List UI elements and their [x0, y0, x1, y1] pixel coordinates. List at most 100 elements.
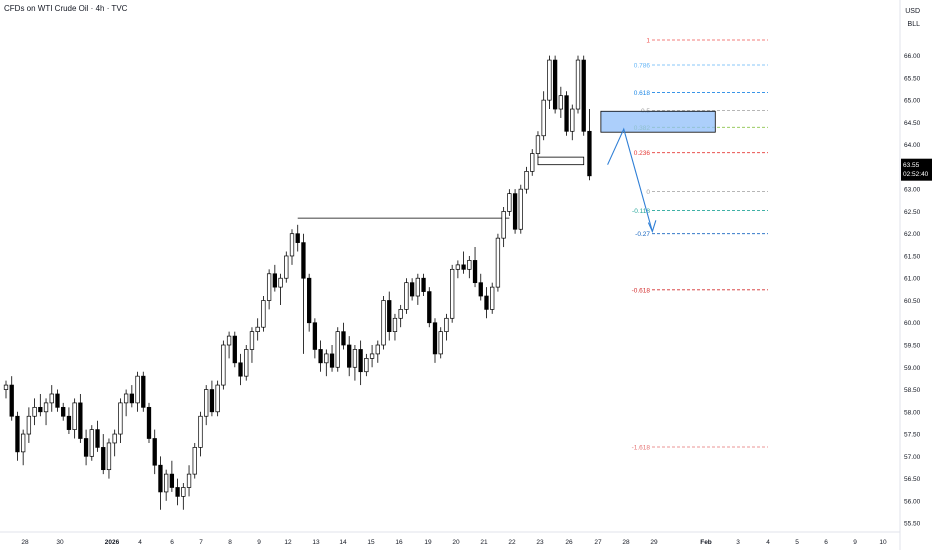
projection-arrow	[607, 127, 653, 232]
candle-body	[341, 331, 346, 346]
candle-body	[215, 384, 220, 413]
candle-body	[438, 331, 443, 355]
x-tick-label: 13	[312, 539, 320, 546]
fib-label: -0.27	[635, 231, 650, 238]
x-tick-label: 30	[56, 539, 64, 546]
y-tick-label: 55.50	[904, 521, 921, 528]
candle-body	[512, 193, 518, 230]
fib-label: 0.786	[634, 62, 651, 69]
y-tick-label: 57.00	[904, 454, 921, 461]
drawing-overlays	[297, 110, 716, 234]
x-tick-label: 19	[424, 539, 432, 546]
candle-body	[461, 264, 466, 270]
candle-body	[364, 358, 369, 373]
candle-body	[278, 277, 283, 288]
candle-body	[472, 260, 478, 284]
candle-body	[421, 277, 426, 292]
candle-body	[164, 473, 169, 493]
x-tick-label: 22	[508, 539, 516, 546]
candle-body	[467, 260, 472, 270]
candle-body	[301, 242, 306, 279]
candle-body	[369, 353, 375, 359]
candle-body	[192, 447, 197, 475]
x-tick-label: 5	[795, 539, 799, 546]
y-tick-label: 66.00	[904, 53, 921, 60]
candle-body	[169, 473, 175, 488]
candle-body	[392, 317, 398, 333]
fib-label: -0.118	[632, 208, 650, 215]
candle-body	[444, 317, 449, 333]
fib-label: 0	[646, 189, 650, 196]
x-tick-label: 9	[257, 539, 261, 546]
candle-body	[232, 335, 237, 364]
candle-body	[312, 322, 318, 350]
candle-body	[175, 487, 180, 497]
candle-body	[478, 282, 483, 297]
candle-body	[324, 353, 329, 364]
candle-body	[518, 188, 523, 230]
x-tick-label: 29	[650, 539, 658, 546]
x-tick-label: 12	[284, 539, 292, 546]
candle-body	[381, 300, 386, 346]
candles	[3, 55, 592, 510]
candle-body	[15, 415, 20, 453]
fib-label: 0.236	[634, 150, 651, 157]
candle-body	[404, 282, 409, 310]
candle-body	[38, 406, 43, 413]
candle-body	[587, 130, 592, 177]
candle-body	[129, 393, 134, 404]
candle-body	[32, 406, 37, 417]
y-axis: 55.50 56.00 56.50 57.00 57.50 58.00 58.50 59.00…	[899, 0, 921, 550]
candle-body	[581, 59, 586, 132]
candle-body	[78, 402, 83, 439]
candle-body	[289, 233, 295, 257]
x-tick-label: 21	[480, 539, 488, 546]
x-tick-label: 16	[395, 539, 403, 546]
candle-body	[141, 375, 146, 408]
fib-label: -0.618	[632, 287, 651, 294]
candle-body	[484, 295, 489, 310]
candle-body	[95, 429, 100, 448]
y-tick-label: 56.00	[904, 498, 921, 505]
bar-countdown: 02:52:40	[903, 171, 929, 178]
fib-label: -1.618	[632, 444, 651, 451]
y-tick-label: 59.50	[904, 343, 921, 350]
candle-body	[238, 362, 243, 377]
y-tick-label: 58.00	[904, 409, 921, 416]
x-tick-label: Feb	[700, 539, 712, 546]
x-tick-label: 4	[138, 539, 142, 546]
resistance-zone	[600, 110, 716, 133]
candle-body	[72, 402, 77, 430]
y-tick-label: 60.50	[904, 298, 921, 305]
candle-body	[490, 286, 495, 310]
x-axis: 28 30 2026 4 6 7 8 9 12 13 14 15 16 19 20 21 22 23 26 27 28 2…	[0, 531, 900, 546]
candle-body	[43, 402, 49, 413]
candle-body	[181, 487, 186, 497]
fibonacci-levels: 10.7860.6180.50.3820.2360-0.118-0.27-0.6…	[632, 38, 768, 451]
x-tick-label: 7	[199, 539, 203, 546]
candle-body	[347, 344, 352, 368]
candle-body	[198, 415, 203, 448]
candle-body	[146, 406, 152, 439]
currency-label: USD BLL	[905, 5, 920, 31]
candle-body	[409, 282, 415, 297]
x-tick-label: 3	[736, 539, 740, 546]
candle-body	[186, 473, 192, 488]
candle-body	[552, 59, 558, 110]
y-tick-label: 65.50	[904, 75, 921, 82]
candle-body	[284, 255, 289, 279]
x-tick-label: 27	[594, 539, 602, 546]
candle-body	[152, 438, 157, 466]
y-tick-label: 59.00	[904, 365, 921, 372]
candle-body	[530, 153, 535, 172]
x-tick-label: 20	[452, 539, 460, 546]
candle-body	[209, 389, 215, 413]
candle-body	[66, 415, 72, 430]
candle-body	[358, 349, 363, 373]
y-tick-label: 61.50	[904, 253, 921, 260]
candle-body	[3, 384, 9, 390]
candle-body	[226, 335, 232, 346]
fib-label: 1	[646, 38, 650, 45]
candle-body	[541, 99, 546, 137]
